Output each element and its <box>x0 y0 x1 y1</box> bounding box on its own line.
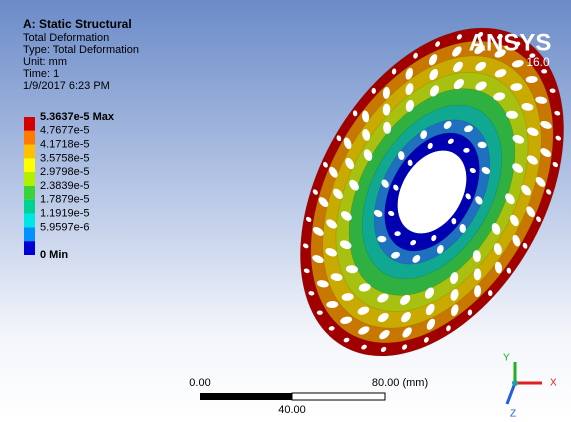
viewport: A: Static Structural Total Deformation T… <box>0 0 571 422</box>
legend-label: 2.3839e-5 <box>40 180 90 192</box>
legend-swatch <box>24 117 35 131</box>
triad-x-label: X <box>550 378 557 389</box>
disc-vent <box>541 69 547 73</box>
header-line: Total Deformation <box>23 32 109 44</box>
scale-start: 0.00 <box>189 377 210 389</box>
logo-version: 16.0 <box>526 55 550 69</box>
disc-vent <box>317 310 323 314</box>
legend-label: 2.9798e-5 <box>40 166 90 178</box>
header-line: 1/9/2017 6:23 PM <box>23 80 110 92</box>
legend-swatch <box>24 227 35 241</box>
legend-label: 0 Min <box>40 249 68 261</box>
disc-vent <box>488 290 492 296</box>
legend-swatch <box>24 145 35 159</box>
legend-label: 3.5758e-5 <box>40 152 90 164</box>
legend-swatch <box>24 186 35 200</box>
disc-vent <box>372 88 376 94</box>
scale-bar-black <box>200 393 292 400</box>
legend-label: 1.1919e-5 <box>40 208 90 220</box>
triad-z-label: Z <box>510 409 516 420</box>
legend-swatch <box>24 214 35 228</box>
scale-middle: 40.00 <box>278 404 306 416</box>
legend-label: 5.9597e-6 <box>40 221 90 233</box>
legend-label: 4.1718e-5 <box>40 139 90 151</box>
header-line: Unit: mm <box>23 56 67 68</box>
header-title: A: Static Structural <box>23 17 132 31</box>
triad-origin <box>512 380 518 386</box>
header-line: Time: 1 <box>23 68 59 80</box>
scale-end: 80.00 (mm) <box>372 377 428 389</box>
legend-swatch <box>24 131 35 145</box>
triad-y-label: Y <box>503 353 510 364</box>
header-line: Type: Total Deformation <box>23 44 139 56</box>
legend-label: 1.7879e-5 <box>40 194 90 206</box>
legend-label: 5.3637e-5 Max <box>40 111 115 123</box>
logo-name: ANSYS <box>469 29 552 56</box>
legend-swatch <box>24 172 35 186</box>
legend-swatch <box>24 158 35 172</box>
legend-swatch <box>24 241 35 255</box>
legend-swatch <box>24 200 35 214</box>
legend-label: 4.7677e-5 <box>40 125 90 137</box>
scale-bar-white <box>292 393 385 400</box>
